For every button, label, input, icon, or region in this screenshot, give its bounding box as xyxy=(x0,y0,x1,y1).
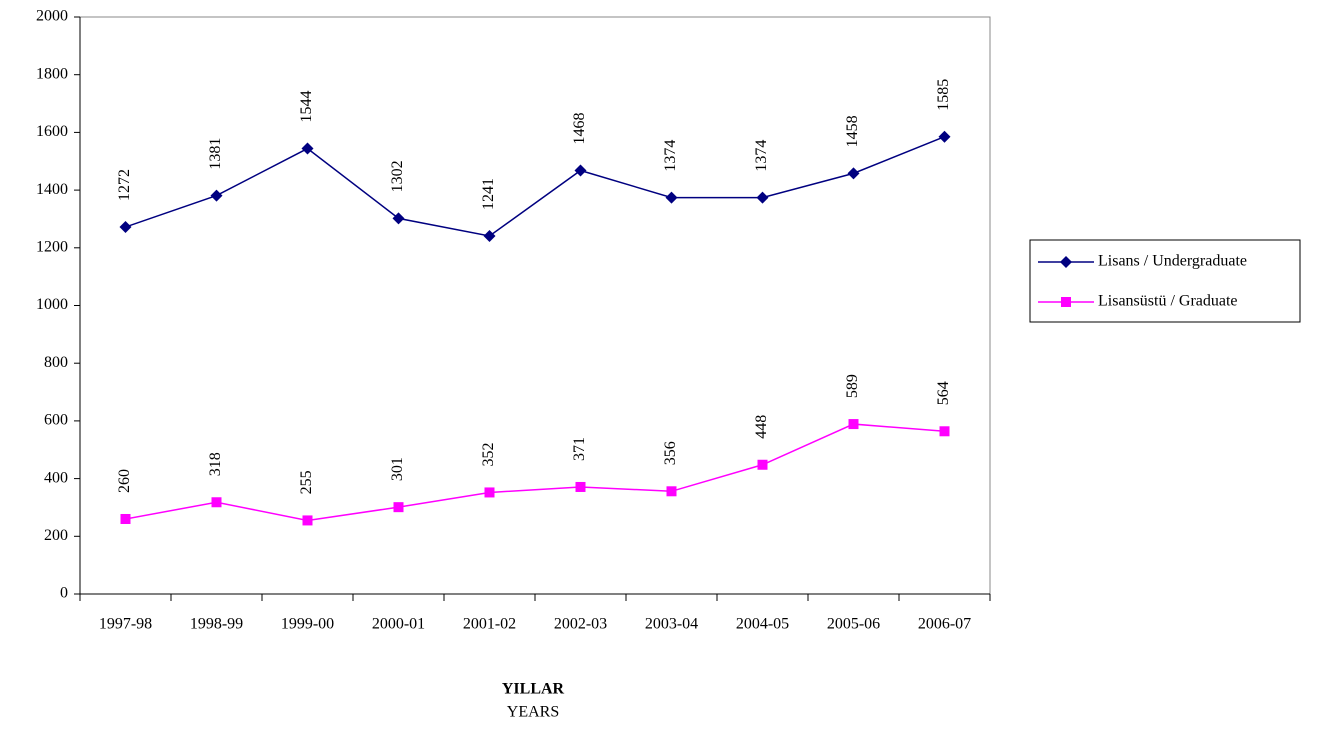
y-tick-label: 1000 xyxy=(36,296,68,313)
marker xyxy=(1060,256,1072,268)
data-label: 1374 xyxy=(662,140,679,172)
x-tick-label: 2004-05 xyxy=(736,616,789,633)
x-tick-label: 2006-07 xyxy=(918,616,971,633)
data-label: 1272 xyxy=(116,169,133,201)
data-label: 1302 xyxy=(389,160,406,192)
y-tick-label: 1200 xyxy=(36,238,68,255)
marker xyxy=(574,164,587,177)
marker xyxy=(756,191,769,204)
data-label: 1374 xyxy=(753,140,770,172)
marker xyxy=(666,486,677,497)
y-tick-label: 2000 xyxy=(36,8,68,25)
plot-area xyxy=(79,16,991,595)
series-line xyxy=(125,136,945,237)
data-label: 352 xyxy=(480,442,497,466)
marker xyxy=(393,502,404,513)
marker xyxy=(847,167,860,180)
marker xyxy=(938,130,951,143)
y-tick-label: 0 xyxy=(60,585,68,602)
marker xyxy=(1061,297,1071,307)
data-label: 301 xyxy=(389,457,406,481)
marker xyxy=(301,142,314,155)
x-tick-label: 2005-06 xyxy=(827,616,880,633)
x-tick-label: 1998-99 xyxy=(190,616,243,633)
data-label: 356 xyxy=(662,441,679,465)
marker xyxy=(483,229,496,242)
x-tick-label: 1999-00 xyxy=(281,616,334,633)
data-label: 589 xyxy=(844,374,861,398)
y-tick-label: 400 xyxy=(44,469,68,486)
legend-label: Lisans / Undergraduate xyxy=(1098,253,1247,270)
legend-label: Lisansüstü / Graduate xyxy=(1098,293,1238,310)
marker xyxy=(120,513,131,524)
marker xyxy=(210,189,223,202)
y-tick-label: 1400 xyxy=(36,181,68,198)
data-label: 1458 xyxy=(844,115,861,147)
data-label: 371 xyxy=(571,437,588,461)
y-tick-label: 200 xyxy=(44,527,68,544)
marker xyxy=(575,481,586,492)
marker xyxy=(484,487,495,498)
data-label: 260 xyxy=(116,469,133,493)
data-label: 448 xyxy=(753,415,770,439)
marker xyxy=(211,497,222,508)
marker xyxy=(848,419,859,430)
y-tick-label: 1600 xyxy=(36,123,68,140)
data-label: 1544 xyxy=(298,91,315,123)
x-tick-label: 2001-02 xyxy=(463,616,516,633)
x-tick-label: 2000-01 xyxy=(372,616,425,633)
data-label: 1381 xyxy=(207,138,224,170)
y-tick-label: 800 xyxy=(44,354,68,371)
x-axis-subtitle: YEARS xyxy=(507,704,559,721)
marker xyxy=(302,515,313,526)
marker xyxy=(665,191,678,204)
data-label: 564 xyxy=(935,381,952,405)
data-label: 318 xyxy=(207,452,224,476)
data-label: 1241 xyxy=(480,178,497,210)
x-tick-label: 2002-03 xyxy=(554,616,607,633)
data-label: 255 xyxy=(298,470,315,494)
series-line xyxy=(125,423,945,522)
x-tick-label: 1997-98 xyxy=(99,616,152,633)
marker xyxy=(939,426,950,437)
x-axis-title: YILLAR xyxy=(502,681,565,698)
marker xyxy=(392,212,405,225)
y-tick-label: 1800 xyxy=(36,65,68,82)
y-tick-label: 600 xyxy=(44,412,68,429)
x-tick-label: 2003-04 xyxy=(645,616,698,633)
marker xyxy=(119,221,132,234)
data-label: 1585 xyxy=(935,79,952,111)
marker xyxy=(757,459,768,470)
data-label: 1468 xyxy=(571,112,588,144)
legend-box xyxy=(1029,239,1301,323)
